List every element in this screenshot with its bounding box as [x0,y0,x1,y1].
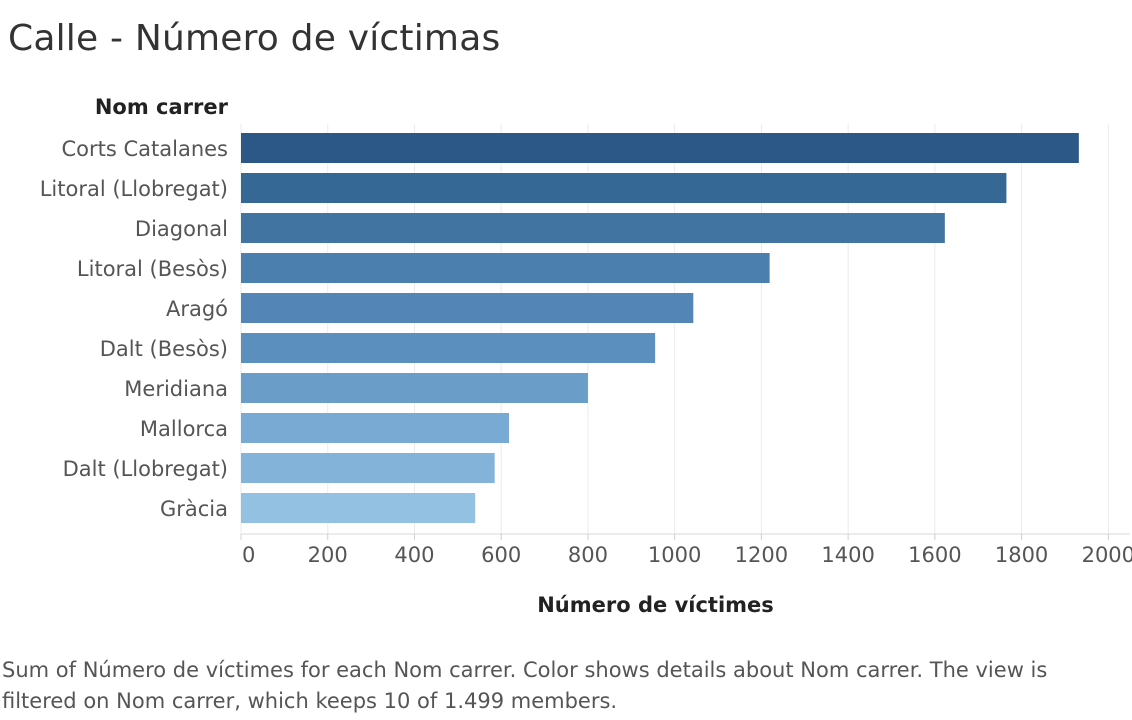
category-label: Litoral (Llobregat) [40,177,228,201]
x-tick-label: 1600 [908,543,961,567]
bar-chart: 0 200 400 600 800 1000 1200 1400 1600 1800 2000 Cor… [40,124,1132,617]
bar [241,413,510,443]
chart-title: Calle - Número de víctimas [8,18,501,59]
x-tick-label: 400 [394,543,434,567]
bar [241,173,1007,203]
bar [241,213,945,243]
x-tick-label: 0 [242,543,255,567]
bar [241,333,656,363]
x-tick-label: 2000 [1082,543,1132,567]
category-label: Aragó [166,297,228,321]
category-label: Dalt (Llobregat) [63,457,228,481]
category-label: Litoral (Besòs) [77,257,228,281]
x-tick-label: 1400 [821,543,874,567]
row-header: Nom carrer [94,95,228,119]
x-tick-label: 1000 [648,543,701,567]
bar [241,453,495,483]
x-tick-label: 200 [308,543,348,567]
chart-caption: Sum of Número de víctimes for each Nom c… [2,658,1048,713]
category-label: Dalt (Besòs) [100,337,228,361]
bar [241,293,694,323]
x-tick-label: 800 [568,543,608,567]
bar [241,493,476,523]
category-label: Meridiana [124,377,228,401]
category-label: Mallorca [140,417,228,441]
bar [241,133,1079,163]
category-label: Corts Catalanes [61,137,228,161]
bar [241,253,770,283]
category-label: Gràcia [160,497,228,521]
bar [241,373,588,403]
x-tick-label: 1200 [735,543,788,567]
category-label: Diagonal [135,217,228,241]
x-tick-label: 1800 [995,543,1048,567]
x-tick-label: 600 [481,543,521,567]
x-axis-title: Número de víctimes [537,593,774,617]
